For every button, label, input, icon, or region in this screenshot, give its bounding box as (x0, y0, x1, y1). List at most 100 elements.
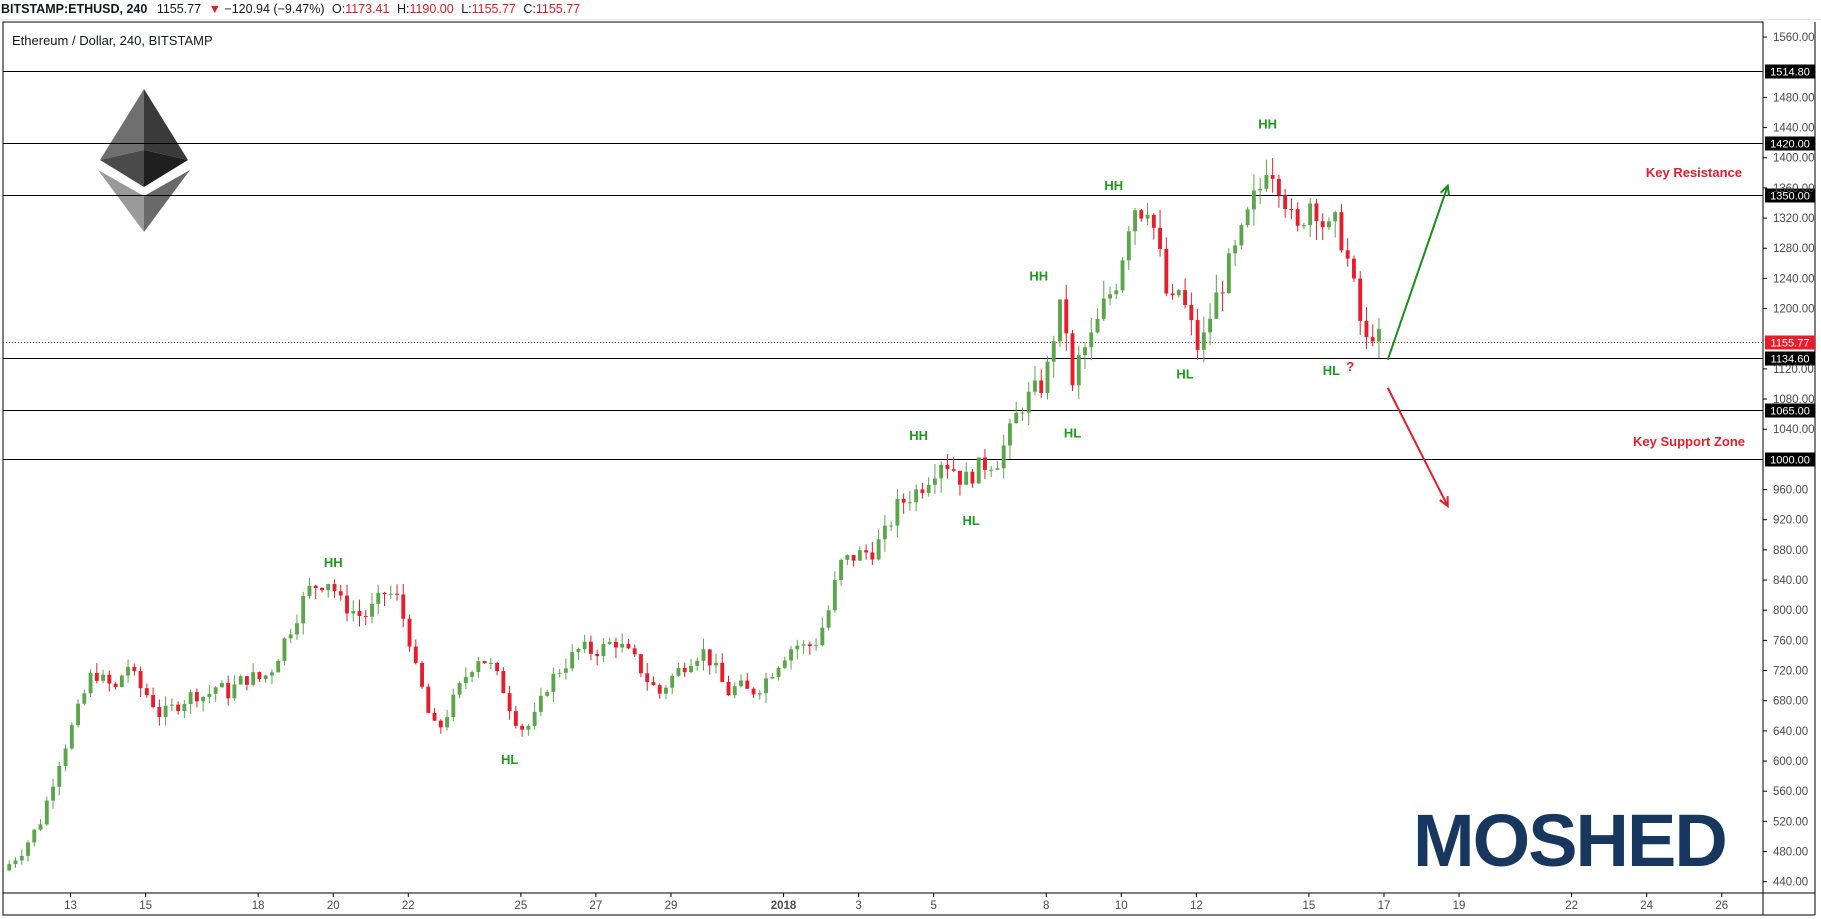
candle-up (776, 667, 781, 677)
y-tick-label: 560.00 (1773, 786, 1808, 798)
candle-down (363, 615, 368, 617)
candle-up (1301, 225, 1306, 227)
y-tick-label: 680.00 (1773, 696, 1808, 708)
candle-up (664, 687, 668, 694)
x-tick-label: 22 (1565, 900, 1578, 912)
candle-up (857, 550, 862, 561)
candle-down (613, 641, 618, 648)
current-price-label: 1155.77 (1771, 338, 1810, 350)
x-tick-label: 22 (402, 900, 415, 912)
candle-down (1339, 212, 1344, 251)
chart-title: Ethereum / Dollar, 240, BITSTAMP (12, 33, 213, 48)
candle-down (920, 489, 925, 494)
candle-up (238, 676, 243, 685)
candle-up (576, 649, 581, 653)
x-tick-label: 12 (1190, 900, 1203, 912)
x-tick-label: 2018 (771, 900, 797, 912)
price-change: −120.94 (−9.47%) (224, 2, 325, 16)
candle-up (764, 678, 768, 694)
open-label: O: (331, 2, 346, 16)
candle-up (26, 842, 30, 856)
candle-up (976, 457, 981, 484)
candle-up (326, 584, 331, 591)
candle-down (720, 662, 725, 683)
candle-up (163, 705, 168, 717)
candle-up (1020, 412, 1025, 414)
level-price-label: 1514.80 (1770, 67, 1810, 79)
x-tick-label: 15 (139, 900, 152, 912)
candle-up (13, 860, 18, 865)
y-tick-label: 1200.00 (1773, 304, 1815, 316)
candle-down (501, 671, 506, 694)
x-tick-label: 10 (1115, 900, 1128, 912)
candle-up (126, 666, 131, 676)
candle-down (432, 712, 437, 721)
candle-up (620, 643, 625, 648)
candle-up (1176, 290, 1181, 296)
y-tick-label: 640.00 (1773, 726, 1808, 738)
level-price-label: 1420.00 (1770, 139, 1810, 151)
candle-down (113, 683, 118, 688)
candle-up (1145, 214, 1150, 219)
candle-down (1358, 278, 1363, 321)
y-tick-label: 760.00 (1773, 635, 1808, 647)
candle-up (1076, 355, 1081, 386)
candle-up (1089, 332, 1094, 348)
candle-up (169, 704, 174, 706)
candle-down (382, 592, 387, 595)
candle-up (263, 675, 268, 680)
candle-down (507, 693, 512, 712)
bearish-arrow[interactable] (1386, 387, 1449, 507)
candle-down (632, 648, 637, 655)
candle-down (864, 550, 869, 553)
moshed-watermark: MOSHED (1413, 799, 1726, 882)
x-tick-label: 25 (514, 900, 527, 912)
candle-up (570, 652, 575, 669)
candle-down (1039, 380, 1044, 393)
candle-down (357, 611, 362, 616)
candle-up (76, 703, 80, 726)
bullish-arrow[interactable] (1386, 185, 1449, 361)
candle-up (601, 643, 606, 657)
candle-down (338, 591, 343, 596)
low-label: L: (461, 2, 472, 16)
y-tick-label: 1080.00 (1773, 394, 1815, 406)
candle-down (520, 725, 525, 730)
x-tick-label: 3 (855, 900, 861, 912)
candle-down (639, 654, 643, 674)
candle-up (701, 649, 706, 661)
symbol-label[interactable]: BITSTAMP:ETHUSD, 240 (1, 2, 148, 16)
y-tick-label: 520.00 (1773, 816, 1808, 828)
change-down-icon: ▼ (208, 2, 221, 16)
y-tick-label: 1360.00 (1773, 183, 1815, 195)
candle-up (188, 692, 193, 705)
candle-down (1158, 227, 1163, 249)
candle-up (1058, 299, 1062, 342)
candle-up (251, 672, 256, 685)
x-tick-label: 27 (590, 900, 603, 912)
candle-up (282, 638, 287, 661)
candle-down (645, 673, 650, 683)
candle-down (1195, 320, 1200, 350)
candle-down (1070, 333, 1075, 386)
y-tick-label: 880.00 (1773, 545, 1808, 557)
candle-down (157, 707, 162, 717)
candle-up (1264, 175, 1269, 189)
candle-down (945, 464, 950, 470)
candle-down (151, 695, 156, 708)
candle-up (57, 765, 62, 787)
candle-up (1014, 412, 1019, 424)
pivot-label: HH (1104, 178, 1123, 193)
candle-down (870, 552, 875, 560)
candle-down (313, 585, 318, 589)
y-tick-label: 1480.00 (1773, 92, 1815, 104)
candle-up (69, 725, 74, 749)
candle-up (1101, 298, 1106, 319)
candle-up (826, 610, 831, 628)
candle-down (426, 686, 431, 713)
candle-down (745, 680, 750, 689)
candle-up (1108, 294, 1112, 299)
x-tick-label: 18 (252, 900, 265, 912)
candle-up (232, 684, 237, 699)
